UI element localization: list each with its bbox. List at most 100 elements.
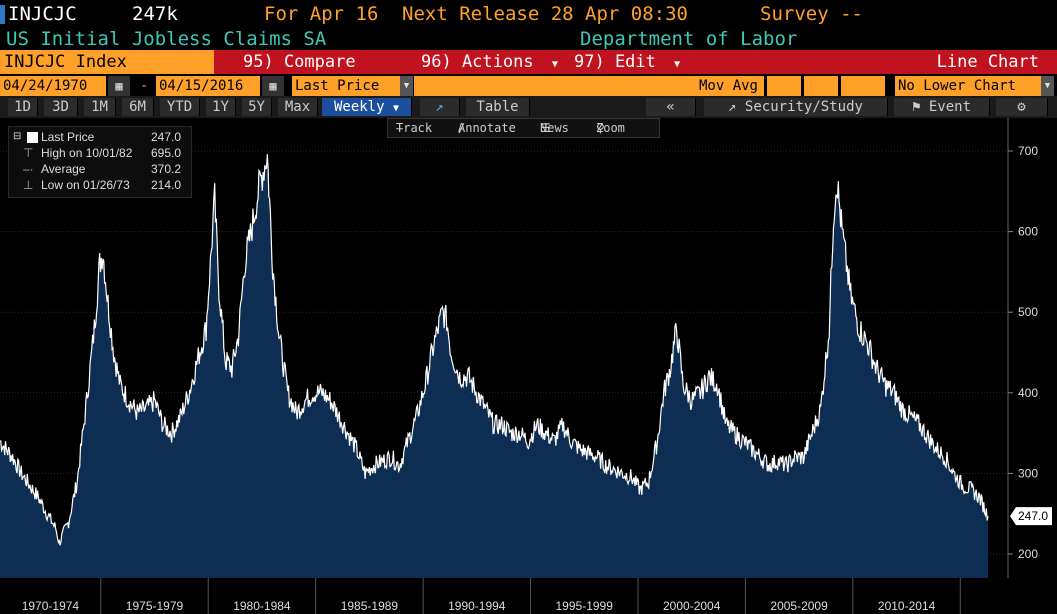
mov-avg-input-1[interactable] (767, 76, 801, 96)
edit-menu[interactable]: 97) Edit ▼ (574, 50, 680, 74)
range-1y-label: 1Y (212, 99, 229, 115)
legend-last-value: 247.0 (151, 130, 182, 144)
legend-high-label: High on 10/01/82 (41, 146, 133, 160)
start-calendar-icon[interactable]: ▦ (108, 76, 130, 96)
range-max[interactable]: Max (278, 98, 318, 116)
x-tick-label-1: 1975-1979 (126, 599, 184, 613)
range-1m[interactable]: 1M (84, 98, 116, 116)
start-date-input[interactable]: 04/24/1970 (0, 76, 106, 96)
chart-tools: ✛ Track ∕ Annotate ☰ News ⚲ Zoom (387, 118, 660, 138)
description-row: US Initial Jobless Claims SA Department … (0, 28, 1057, 50)
actions-menu[interactable]: 96) Actions ▼ (421, 50, 558, 74)
periodicity-select[interactable]: Weekly ▼ (322, 98, 412, 116)
x-tick-label-3: 1985-1989 (341, 599, 399, 613)
line-chart-view-icon[interactable]: ↗ (420, 98, 460, 116)
actions-label: 96) Actions (421, 52, 534, 72)
last-value-arrow (1010, 507, 1052, 526)
range-1y[interactable]: 1Y (206, 98, 236, 116)
news-label: News (540, 121, 569, 135)
lower-chart-select[interactable]: No Lower Chart (895, 76, 1041, 96)
period-label: For Apr 16 (264, 3, 379, 25)
ticker-marker (0, 5, 5, 24)
range-bar: 1D 3D 1M 6M YTD 1Y 5Y Max Weekly ▼ ↗ Tab… (0, 96, 1057, 118)
settings-gear-icon[interactable]: ⚙ (996, 98, 1048, 116)
series-area (0, 154, 988, 578)
range-ytd-label: YTD (166, 99, 193, 115)
range-5y[interactable]: 5Y (242, 98, 272, 116)
legend-avg-icon: –· (23, 162, 34, 176)
x-tick-label-4: 1990-1994 (448, 599, 506, 613)
range-1d-label: 1D (14, 99, 31, 115)
security-field[interactable]: INJCJC Index (0, 50, 214, 74)
field-select-value: Last Price (295, 78, 380, 94)
legend-low-row: ⊥ Low on 01/26/73 214.0 (9, 177, 193, 193)
range-1d[interactable]: 1D (8, 98, 38, 116)
event-flag-icon: ⚑ (911, 99, 921, 115)
periodicity-caret-icon: ▼ (392, 103, 400, 114)
y-tick-label-600: 600 (1018, 225, 1038, 239)
edit-label: 97) Edit (574, 52, 656, 72)
end-date-input[interactable]: 04/15/2016 (156, 76, 260, 96)
series-description: US Initial Jobless Claims SA (6, 28, 327, 50)
lower-chart-value: No Lower Chart (898, 78, 1017, 94)
range-5y-label: 5Y (248, 99, 265, 115)
range-6m-label: 6M (129, 99, 146, 115)
legend-high-value: 695.0 (151, 146, 182, 160)
table-view-button[interactable]: Table (466, 98, 530, 116)
legend-last-label: Last Price (41, 130, 95, 144)
legend-last-row: ⊟ Last Price 247.0 (9, 129, 193, 145)
lower-chart-dropdown-icon[interactable]: ▼ (1041, 76, 1054, 96)
range-1m-label: 1M (91, 99, 108, 115)
event-button[interactable]: ⚑ Event (894, 98, 990, 116)
periodicity-value: Weekly (333, 99, 385, 115)
legend-low-icon: ⊥ (23, 178, 34, 192)
legend-low-value: 214.0 (151, 178, 182, 192)
range-6m[interactable]: 6M (122, 98, 154, 116)
compare-button[interactable]: 95) Compare (243, 50, 356, 74)
range-ytd[interactable]: YTD (160, 98, 200, 116)
security-study-button[interactable]: ↗ Security/Study (704, 98, 888, 116)
ticker-label: INJCJC (8, 3, 77, 25)
event-label: Event (928, 99, 972, 115)
header-row: INJCJC 247k For Apr 16 Next Release 28 A… (0, 0, 1057, 28)
legend-collapse-icon[interactable]: ⊟ (13, 131, 22, 142)
x-tick-label-0: 1970-1974 (22, 599, 80, 613)
mov-avg-input-3[interactable] (841, 76, 885, 96)
series-line (0, 154, 989, 546)
chart-legend: ⊟ Last Price 247.0 ⊤ High on 10/01/82 69… (8, 126, 192, 198)
date-controls: 04/24/1970 ▦ - 04/15/2016 ▦ Last Price ▼… (0, 76, 1057, 96)
x-tick-label-2: 1980-1984 (233, 599, 291, 613)
y-tick-label-400: 400 (1018, 386, 1038, 400)
chart-type-button[interactable]: Line Chart (937, 50, 1039, 74)
end-calendar-icon[interactable]: ▦ (262, 76, 284, 96)
security-field-label: INJCJC Index (4, 52, 127, 72)
y-axis: 200 300 400 500 600 700 (1008, 144, 1038, 561)
x-tick-label-6: 2000-2004 (663, 599, 721, 613)
news-icon: ☰ (540, 121, 551, 135)
track-icon: ✛ (396, 121, 404, 135)
mov-avg-input-2[interactable] (804, 76, 838, 96)
legend-low-label: Low on 01/26/73 (41, 178, 130, 192)
date-separator: - (140, 78, 149, 94)
field-dropdown-icon[interactable]: ▼ (400, 76, 413, 96)
x-tick-label-7: 2005-2009 (770, 599, 828, 613)
start-date-value: 04/24/1970 (3, 78, 88, 94)
table-view-label: Table (476, 99, 519, 115)
last-value-marker: 247.0 (1010, 507, 1052, 526)
y-tick-label-500: 500 (1018, 305, 1038, 319)
track-label: Track (396, 121, 433, 135)
range-3d[interactable]: 3D (44, 98, 78, 116)
field-select[interactable]: Last Price (292, 76, 400, 96)
range-max-label: Max (284, 99, 311, 115)
x-axis: 1970-1974 1975-1979 1980-1984 1985-1989 1990… (22, 578, 961, 614)
current-value: 247k (132, 3, 178, 25)
command-toolbar: INJCJC Index 95) Compare 96) Actions ▼ 9… (0, 50, 1057, 74)
range-3d-label: 3D (52, 99, 69, 115)
security-study-icon: ↗ (728, 99, 737, 115)
y-tick-label-300: 300 (1018, 466, 1038, 480)
collapse-icon[interactable]: « (646, 98, 696, 116)
compare-label: 95) Compare (243, 52, 356, 72)
mov-avg-label-box: Mov Avg (414, 76, 764, 96)
chart-type-label: Line Chart (936, 52, 1039, 72)
zoom-label: Zoom (596, 121, 625, 135)
